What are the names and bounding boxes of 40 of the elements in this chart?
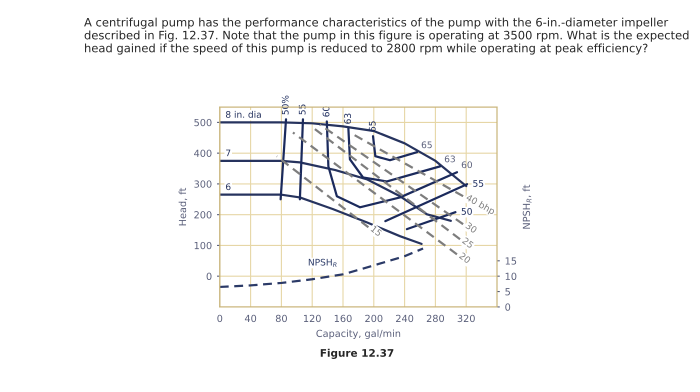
y-tick-label: 200 [194, 211, 212, 218]
y2-tick-label: 0 [505, 303, 510, 311]
annotation: 60 [462, 161, 472, 168]
x-tick-label: 80 [276, 314, 287, 322]
x-tick-label: 200 [365, 314, 382, 322]
x-tick-label: 240 [396, 314, 414, 322]
x-tick-label: 0 [217, 314, 222, 322]
series-label: 6 [226, 183, 231, 190]
text: 63 [344, 114, 352, 124]
x-tick-label: 40 [244, 314, 256, 322]
annotation: 65 [422, 141, 432, 148]
series-label: 8 in. dia [226, 110, 261, 118]
caption: Figure 12.37 [320, 348, 394, 359]
text: 15 [370, 225, 382, 237]
text: 30 [465, 222, 478, 234]
y2-tick-label: 15 [506, 257, 516, 265]
x-axis-title: Capacity, gal/min [316, 330, 400, 339]
x-tick-label: 160 [334, 314, 352, 322]
chart-title: A centrifugal pump has the performance characteristics of the pump with the 6-in.-diameter impeller described in Fig. 12.37. Note that the pump in this figure is operating at 3500 rpm. What is the expected head gained if the speed of this pump is reduced to 2800 rpm while operating at peak efficiency? [84, 18, 688, 55]
annotation: 63 [444, 156, 455, 162]
x-tick-label: 320 [458, 314, 475, 322]
y2-axis-title: NPSH$_{R}$, ft [522, 184, 532, 229]
series-label: 55 [473, 180, 484, 187]
text: 65 [368, 121, 376, 132]
y-tick-label: 500 [194, 118, 212, 126]
y-tick-label: 300 [194, 180, 212, 188]
series-label: NPSH$_{R}$ [308, 258, 337, 267]
series-label: 50 [462, 208, 472, 215]
y-tick-label: 100 [194, 242, 212, 250]
text: 20 [458, 252, 472, 264]
y2-tick-label: 10 [506, 272, 516, 280]
y2-tick-label: 5 [505, 288, 510, 296]
y-tick-label: 400 [194, 150, 212, 157]
text: 25 [462, 237, 474, 249]
y-axis-title: Head, ft [178, 188, 188, 226]
y-tick-label: 0 [206, 272, 212, 280]
x-tick-label: 280 [426, 314, 444, 322]
text: 50% [282, 96, 289, 114]
x-tick-label: 120 [304, 314, 321, 322]
series-label: 7 [226, 150, 230, 156]
